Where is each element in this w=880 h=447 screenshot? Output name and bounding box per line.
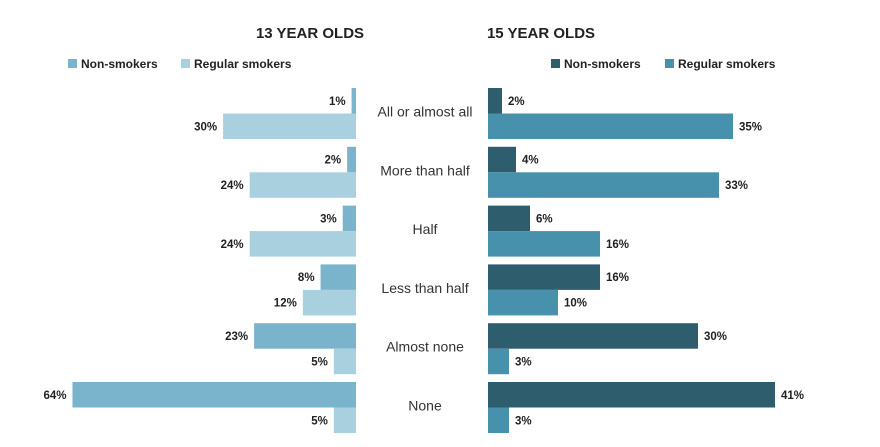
value-label-13-non-smokers-almost-none: 23% [225, 331, 248, 343]
bar-15-regular-smokers-all-or-almost-all [488, 113, 733, 139]
panel-title-15: 15 YEAR OLDS [487, 25, 595, 42]
category-labels: All or almost all More than half Half Less … [378, 104, 473, 414]
bar-15-regular-smokers-almost-none [488, 348, 509, 375]
bar-15-non-smokers-all-or-almost-all [488, 88, 502, 114]
bar-13-regular-smokers-none [333, 407, 356, 433]
bar-15-regular-smokers-none [488, 407, 509, 433]
category-label-none: None [408, 398, 442, 414]
bar-15-regular-smokers-more-than-half [488, 172, 719, 198]
bar-13-regular-smokers-half [249, 231, 356, 257]
panel-13-year-olds: 13 YEAR OLDS Non-smokers Regular smokers [68, 25, 364, 71]
value-label-15-non-smokers-all-or-almost-all: 2% [508, 96, 525, 108]
category-label-more-than-half: More than half [380, 162, 470, 178]
value-label-13-non-smokers-all-or-almost-all: 1% [329, 96, 346, 108]
legend-label-13-regular-smokers: Regular smokers [194, 57, 292, 71]
legend-label-13-non-smokers: Non-smokers [81, 57, 158, 71]
legend-label-15-non-smokers: Non-smokers [564, 57, 641, 71]
category-label-half: Half [413, 221, 438, 237]
value-label-15-non-smokers-none: 41% [781, 390, 804, 402]
legend-swatch-13-regular-smokers [181, 59, 190, 68]
bar-15-non-smokers-half [488, 205, 530, 232]
value-label-15-regular-smokers-more-than-half: 33% [725, 180, 748, 192]
value-label-15-regular-smokers-less-than-half: 10% [564, 298, 587, 310]
legend-swatch-13-non-smokers [68, 59, 77, 68]
value-label-13-non-smokers-none: 64% [43, 390, 66, 402]
bar-13-non-smokers-less-than-half [320, 264, 356, 290]
bar-13-non-smokers-none [72, 382, 356, 408]
category-label-all-or-almost-all: All or almost all [378, 104, 473, 120]
legend-swatch-15-regular-smokers [665, 59, 674, 68]
value-label-15-non-smokers-half: 6% [536, 213, 553, 225]
value-label-15-regular-smokers-almost-none: 3% [515, 356, 532, 368]
value-label-13-regular-smokers-almost-none: 5% [311, 356, 328, 368]
value-label-15-non-smokers-almost-none: 30% [704, 331, 727, 343]
bar-15-regular-smokers-less-than-half [488, 289, 558, 316]
bar-13-non-smokers-more-than-half [347, 146, 356, 173]
bar-15-non-smokers-almost-none [488, 323, 698, 349]
value-label-13-regular-smokers-less-than-half: 12% [274, 298, 297, 310]
bar-13-regular-smokers-less-than-half [302, 289, 356, 316]
panel-15-year-olds: 15 YEAR OLDS Non-smokers Regular smokers [487, 25, 776, 71]
value-label-15-non-smokers-less-than-half: 16% [606, 272, 629, 284]
value-label-15-regular-smokers-all-or-almost-all: 35% [739, 121, 762, 133]
value-label-13-non-smokers-less-than-half: 8% [298, 272, 315, 284]
value-label-13-regular-smokers-more-than-half: 24% [221, 180, 244, 192]
value-label-15-regular-smokers-half: 16% [606, 239, 629, 251]
bar-13-regular-smokers-more-than-half [249, 172, 356, 198]
bar-15-non-smokers-none [488, 382, 775, 408]
value-label-13-regular-smokers-none: 5% [311, 415, 328, 427]
bar-15-non-smokers-more-than-half [488, 146, 516, 173]
bar-13-non-smokers-all-or-almost-all [351, 88, 356, 114]
value-label-15-non-smokers-more-than-half: 4% [522, 155, 539, 167]
value-label-13-non-smokers-more-than-half: 2% [325, 155, 342, 167]
category-label-less-than-half: Less than half [381, 280, 468, 296]
value-label-13-non-smokers-half: 3% [320, 213, 337, 225]
bar-15-regular-smokers-half [488, 231, 600, 257]
category-label-almost-none: Almost none [386, 339, 464, 355]
panel-title-13: 13 YEAR OLDS [256, 25, 364, 42]
value-label-15-regular-smokers-none: 3% [515, 415, 532, 427]
legend-label-15-regular-smokers: Regular smokers [678, 57, 776, 71]
bar-13-non-smokers-half [342, 205, 356, 232]
legend-swatch-15-non-smokers [551, 59, 560, 68]
bar-15-non-smokers-less-than-half [488, 264, 600, 290]
value-label-13-regular-smokers-all-or-almost-all: 30% [194, 121, 217, 133]
bar-13-regular-smokers-almost-none [333, 348, 356, 375]
value-label-13-regular-smokers-half: 24% [221, 239, 244, 251]
bar-13-non-smokers-almost-none [254, 323, 356, 349]
bars: 1% 30% 2% 35% 2% 24% 4% 33% 3% 24% 6% 16% 8% 12% 16% 10… [43, 88, 804, 433]
bar-13-regular-smokers-all-or-almost-all [223, 113, 356, 139]
